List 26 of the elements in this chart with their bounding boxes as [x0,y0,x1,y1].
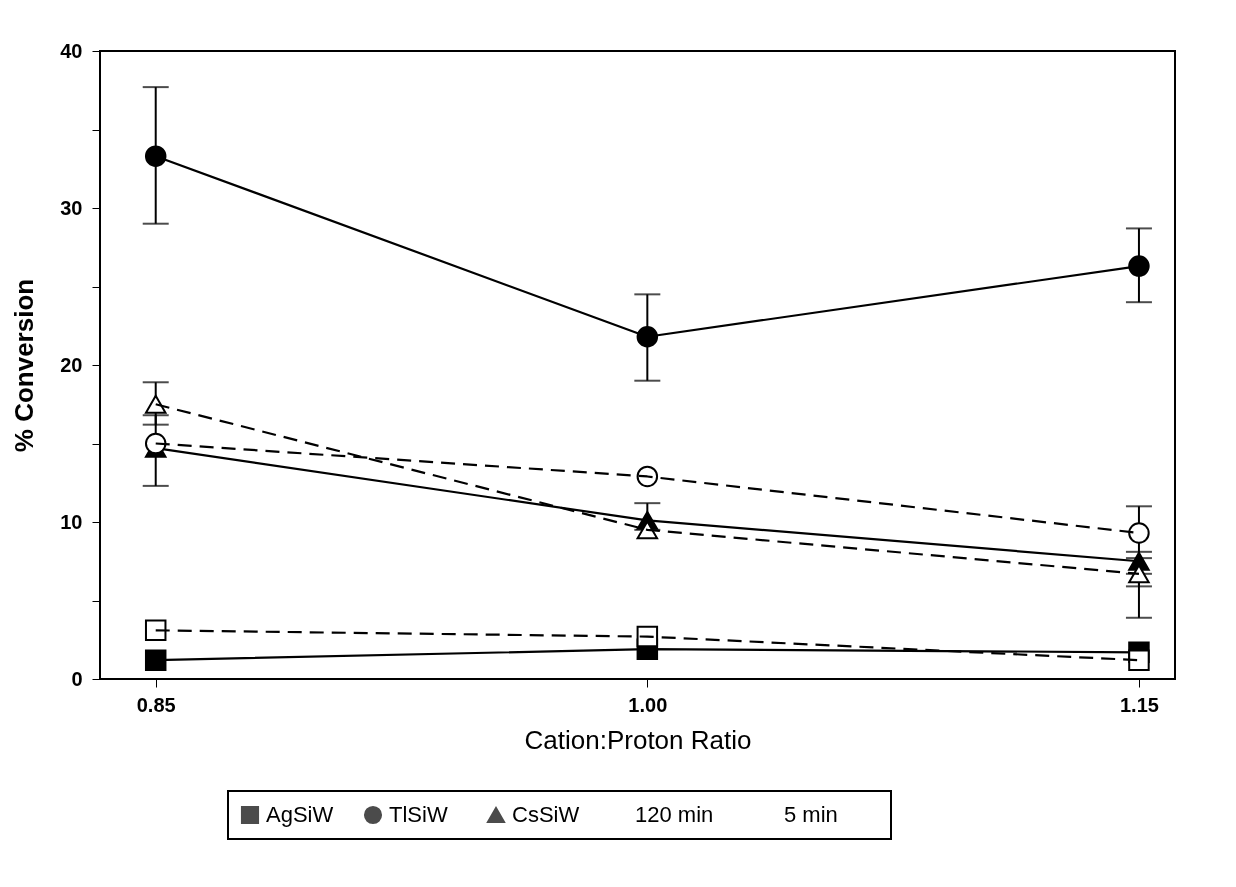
point [1128,649,1150,671]
x-tick-label: 1.00 [628,693,668,716]
x-tick-label: 0.85 [136,693,176,716]
x-axis-title: Cation:Proton Ratio [524,724,752,755]
y-tick-label: 10 [60,510,83,533]
point [144,649,167,671]
point [1128,255,1150,277]
legend-label: TlSiW [389,802,448,827]
y-tick-label: 20 [60,353,83,376]
text: 5 min [784,802,838,827]
point [636,326,659,348]
point [1128,564,1150,584]
y-tick-label: 0 [71,667,83,690]
text: 120 min [635,802,714,827]
legend-label: AgSiW [266,802,334,827]
x-tick-label: 1.15 [1119,693,1159,716]
y-tick-label: 30 [60,196,83,219]
point [144,394,167,414]
point [1128,522,1150,544]
y-axis-title: % Conversion [9,278,40,453]
point [636,520,659,540]
point [144,145,167,167]
y-tick-label: 40 [60,39,83,62]
point [144,619,167,642]
legend-label: CsSiW [512,802,580,827]
point [144,432,167,455]
